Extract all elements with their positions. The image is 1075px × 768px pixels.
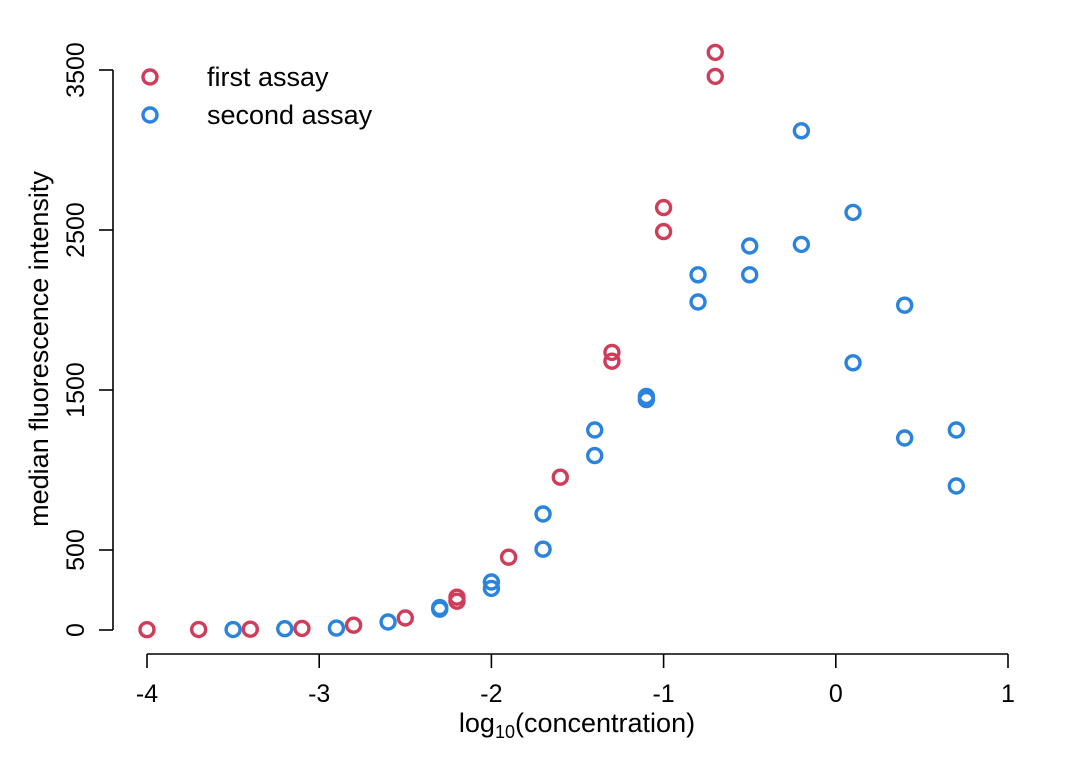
legend-label: first assay: [207, 62, 329, 92]
series-2-point: [792, 122, 811, 140]
series-1-point: [189, 620, 208, 639]
series-1-point: [344, 616, 363, 634]
series-2-point: [895, 429, 914, 447]
y-tick-label: 0: [62, 623, 90, 637]
series-1-point: [396, 609, 414, 627]
series-2-point: [844, 354, 862, 372]
series-2-point: [895, 296, 914, 314]
series-1-point: [654, 222, 673, 241]
series-2-point: [844, 203, 862, 222]
x-tick-label: 1: [1001, 680, 1015, 708]
x-axis-title-base: log: [459, 708, 495, 738]
x-axis-title-subscript: 10: [495, 722, 515, 742]
series-2-point: [482, 579, 501, 598]
x-tick-label: 0: [829, 680, 843, 708]
series-1-point: [499, 548, 518, 566]
series-2-point: [276, 620, 294, 638]
x-axis-title: log10(concentration): [459, 708, 695, 742]
series-2-point: [224, 620, 242, 639]
series-2-point: [379, 613, 397, 631]
series-2-point: [689, 293, 707, 311]
series-2-point: [586, 421, 604, 439]
series-1-point: [293, 619, 311, 638]
series-2-point: [534, 540, 552, 558]
y-tick-label: 2500: [62, 202, 90, 258]
legend-marker: [141, 68, 159, 86]
series-1-point: [706, 43, 724, 62]
legend: first assay second assay: [141, 62, 373, 130]
y-tick-label: 500: [62, 529, 90, 571]
y-tick-label: 3500: [62, 42, 90, 98]
y-tick-label: 1500: [62, 362, 90, 418]
series-2-point: [637, 387, 656, 406]
series-1-point: [654, 198, 673, 217]
series-2-point: [689, 266, 707, 284]
legend-label: second assay: [207, 100, 373, 130]
series-1-point: [138, 620, 156, 639]
x-axis-title-rest: (concentration): [515, 708, 695, 738]
series-2-point: [741, 266, 759, 284]
series-2-point: [741, 237, 759, 255]
series-2-point: [534, 505, 552, 523]
series-2-point: [792, 235, 811, 254]
series-2-point: [947, 477, 966, 495]
series-1-point: [706, 67, 724, 86]
axes: -4 -3 -2 -1 0 1 0 500 1500 2500 3500: [62, 42, 1015, 708]
series-2-point: [586, 446, 604, 465]
data-points: [138, 43, 966, 639]
series-1-point: [603, 352, 621, 370]
series-2-point: [482, 573, 501, 591]
series-1-point: [551, 468, 569, 486]
series-1-point: [448, 588, 466, 606]
series-2-point: [431, 598, 449, 617]
x-tick-label: -4: [136, 680, 158, 708]
legend-marker: [141, 106, 159, 124]
series-2-point: [327, 619, 346, 637]
series-1-point: [603, 343, 621, 362]
x-tick-label: -2: [480, 680, 502, 708]
y-axis-title: median fluorescence intensity: [24, 171, 54, 527]
series-2-point: [947, 421, 966, 439]
x-tick-label: -3: [308, 680, 330, 708]
x-tick-label: -1: [652, 680, 674, 708]
series-1-point: [241, 620, 260, 638]
